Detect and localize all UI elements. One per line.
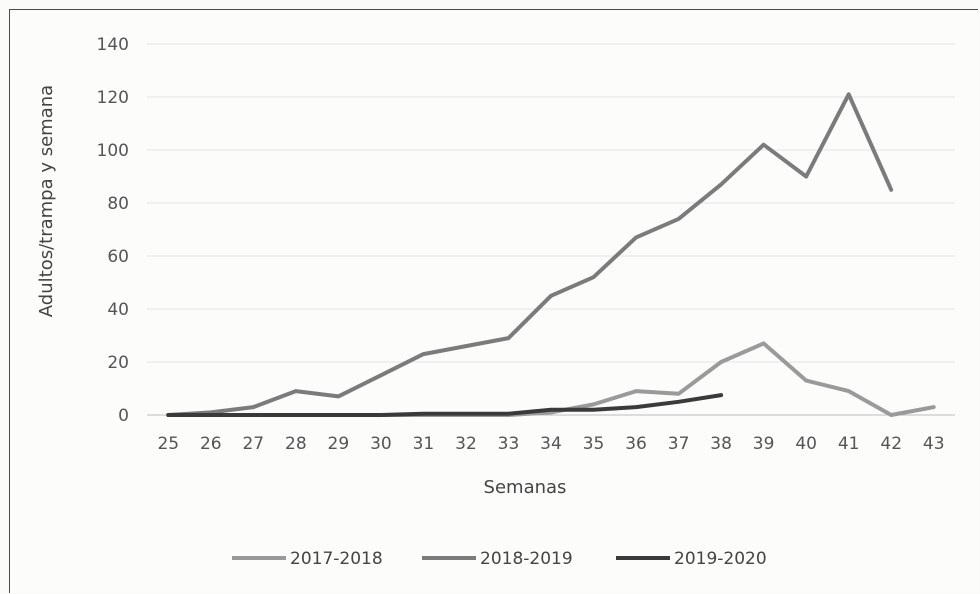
grid-lines bbox=[147, 43, 955, 416]
x-tick-39: 39 bbox=[753, 434, 775, 454]
x-tick-33: 33 bbox=[498, 434, 520, 454]
x-tick-28: 28 bbox=[285, 434, 307, 454]
x-tick-35: 35 bbox=[583, 434, 605, 454]
legend-label-2018-2019: 2018-2019 bbox=[480, 549, 573, 569]
legend-label-2017-2018: 2017-2018 bbox=[290, 549, 383, 569]
x-axis-title: Semanas bbox=[484, 477, 567, 498]
x-tick-40: 40 bbox=[795, 434, 817, 454]
x-tick-31: 31 bbox=[413, 434, 435, 454]
x-tick-labels: 25 26 27 28 29 30 31 32 33 34 35 36 37 38 39 40 41 42 43 bbox=[157, 434, 944, 454]
x-tick-29: 29 bbox=[328, 434, 350, 454]
y-tick-0: 0 bbox=[118, 406, 129, 426]
x-tick-37: 37 bbox=[668, 434, 690, 454]
x-tick-43: 43 bbox=[923, 434, 945, 454]
series-line-2018-2019 bbox=[166, 92, 894, 417]
x-tick-36: 36 bbox=[625, 434, 647, 454]
x-tick-34: 34 bbox=[540, 434, 562, 454]
chart-frame bbox=[9, 9, 978, 593]
y-tick-100: 100 bbox=[97, 141, 129, 161]
y-tick-60: 60 bbox=[107, 247, 129, 267]
x-tick-27: 27 bbox=[242, 434, 264, 454]
x-tick-25: 25 bbox=[157, 434, 179, 454]
y-axis-title: Adultos/trampa y semana bbox=[36, 85, 57, 317]
y-tick-40: 40 bbox=[107, 300, 129, 320]
y-tick-20: 20 bbox=[107, 353, 129, 373]
y-tick-80: 80 bbox=[107, 194, 129, 214]
x-tick-41: 41 bbox=[838, 434, 860, 454]
x-tick-38: 38 bbox=[710, 434, 732, 454]
series-layer bbox=[166, 92, 936, 417]
y-tick-labels: 0 20 40 60 80 100 120 140 bbox=[97, 35, 129, 426]
legend-label-2019-2020: 2019-2020 bbox=[674, 549, 767, 569]
series-line-2017-2018 bbox=[166, 341, 936, 417]
y-tick-120: 120 bbox=[97, 88, 129, 108]
x-tick-42: 42 bbox=[880, 434, 902, 454]
x-tick-32: 32 bbox=[455, 434, 477, 454]
x-tick-26: 26 bbox=[200, 434, 222, 454]
x-tick-30: 30 bbox=[370, 434, 392, 454]
series-line-2019-2020 bbox=[166, 393, 724, 417]
y-tick-140: 140 bbox=[97, 35, 129, 55]
legend: 2017-2018 2018-2019 2019-2020 bbox=[232, 549, 767, 569]
